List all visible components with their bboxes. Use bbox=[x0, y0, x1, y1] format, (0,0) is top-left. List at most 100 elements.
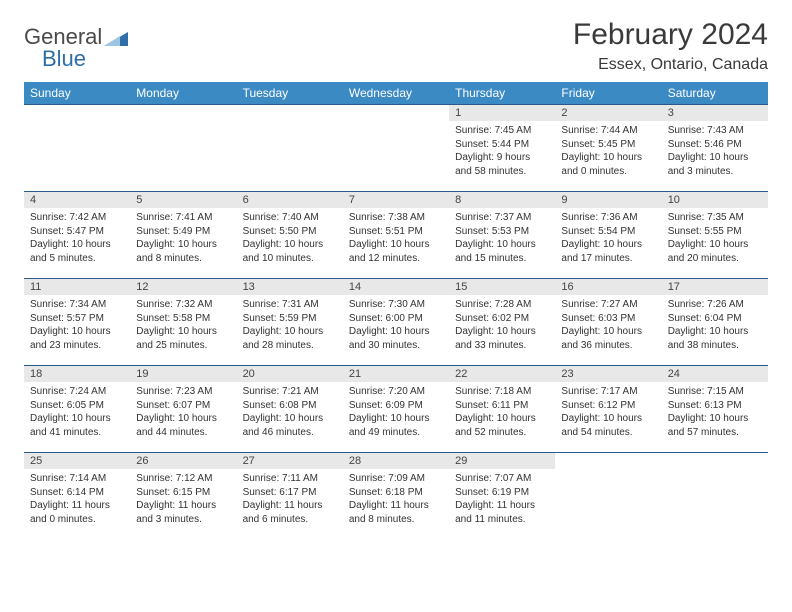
logo-triangle-icon bbox=[104, 28, 128, 46]
daylight-text: Daylight: 11 hours and 6 minutes. bbox=[243, 499, 337, 526]
sunset-text: Sunset: 6:13 PM bbox=[668, 399, 762, 413]
day-cell: 14Sunrise: 7:30 AMSunset: 6:00 PMDayligh… bbox=[343, 279, 449, 365]
sunset-text: Sunset: 5:55 PM bbox=[668, 225, 762, 239]
day-body: Sunrise: 7:17 AMSunset: 6:12 PMDaylight:… bbox=[555, 382, 661, 442]
title-block: February 2024 Essex, Ontario, Canada bbox=[573, 18, 768, 74]
calendar: Sunday Monday Tuesday Wednesday Thursday… bbox=[24, 82, 768, 539]
day-body: Sunrise: 7:11 AMSunset: 6:17 PMDaylight:… bbox=[237, 469, 343, 529]
day-body: Sunrise: 7:27 AMSunset: 6:03 PMDaylight:… bbox=[555, 295, 661, 355]
sunrise-text: Sunrise: 7:11 AM bbox=[243, 472, 337, 486]
sunrise-text: Sunrise: 7:14 AM bbox=[30, 472, 124, 486]
logo-text-blue: Blue bbox=[42, 46, 128, 72]
weekday-monday: Monday bbox=[130, 82, 236, 104]
day-cell bbox=[343, 105, 449, 191]
sunset-text: Sunset: 6:00 PM bbox=[349, 312, 443, 326]
week-row: 11Sunrise: 7:34 AMSunset: 5:57 PMDayligh… bbox=[24, 278, 768, 365]
day-body: Sunrise: 7:21 AMSunset: 6:08 PMDaylight:… bbox=[237, 382, 343, 442]
day-cell: 10 Sunrise: 7:35 AMSunset: 5:55 PMDayligh… bbox=[662, 192, 768, 278]
day-body: Sunrise: 7:42 AMSunset: 5:47 PMDaylight:… bbox=[24, 208, 130, 268]
day-cell: 6Sunrise: 7:40 AMSunset: 5:50 PMDaylight… bbox=[237, 192, 343, 278]
sunrise-text: Sunrise: 7:35 AM bbox=[668, 211, 762, 225]
day-number: 12 bbox=[130, 279, 236, 295]
sunrise-text: Sunrise: 7:41 AM bbox=[136, 211, 230, 225]
day-cell: 5Sunrise: 7:41 AMSunset: 5:49 PMDaylight… bbox=[130, 192, 236, 278]
day-number: 18 bbox=[24, 366, 130, 382]
week-row: 25Sunrise: 7:14 AMSunset: 6:14 PMDayligh… bbox=[24, 452, 768, 539]
day-body: Sunrise: 7:24 AMSunset: 6:05 PMDaylight:… bbox=[24, 382, 130, 442]
day-cell: 4Sunrise: 7:42 AMSunset: 5:47 PMDaylight… bbox=[24, 192, 130, 278]
sunrise-text: Sunrise: 7:18 AM bbox=[455, 385, 549, 399]
day-cell: 20Sunrise: 7:21 AMSunset: 6:08 PMDayligh… bbox=[237, 366, 343, 452]
sunset-text: Sunset: 5:54 PM bbox=[561, 225, 655, 239]
day-number: 14 bbox=[343, 279, 449, 295]
sunrise-text: Sunrise: 7:12 AM bbox=[136, 472, 230, 486]
sunset-text: Sunset: 5:50 PM bbox=[243, 225, 337, 239]
sunset-text: Sunset: 6:07 PM bbox=[136, 399, 230, 413]
day-body: Sunrise: 7:44 AMSunset: 5:45 PMDaylight:… bbox=[555, 121, 661, 181]
daylight-text: Daylight: 10 hours and 5 minutes. bbox=[30, 238, 124, 265]
daylight-text: Daylight: 10 hours and 0 minutes. bbox=[561, 151, 655, 178]
sunset-text: Sunset: 5:46 PM bbox=[668, 138, 762, 152]
day-cell: 15Sunrise: 7:28 AMSunset: 6:02 PMDayligh… bbox=[449, 279, 555, 365]
day-number: 17 bbox=[662, 279, 768, 295]
sunrise-text: Sunrise: 7:21 AM bbox=[243, 385, 337, 399]
sunrise-text: Sunrise: 7:37 AM bbox=[455, 211, 549, 225]
sunset-text: Sunset: 6:04 PM bbox=[668, 312, 762, 326]
day-number: 6 bbox=[237, 192, 343, 208]
day-cell: 18Sunrise: 7:24 AMSunset: 6:05 PMDayligh… bbox=[24, 366, 130, 452]
sunrise-text: Sunrise: 7:23 AM bbox=[136, 385, 230, 399]
day-number: 2 bbox=[555, 105, 661, 121]
sunset-text: Sunset: 6:11 PM bbox=[455, 399, 549, 413]
day-number: 1 bbox=[449, 105, 555, 121]
daylight-text: Daylight: 11 hours and 3 minutes. bbox=[136, 499, 230, 526]
daylight-text: Daylight: 10 hours and 54 minutes. bbox=[561, 412, 655, 439]
sunset-text: Sunset: 5:57 PM bbox=[30, 312, 124, 326]
day-number: 23 bbox=[555, 366, 661, 382]
sunrise-text: Sunrise: 7:31 AM bbox=[243, 298, 337, 312]
day-number: 10 bbox=[662, 192, 768, 208]
sunset-text: Sunset: 5:59 PM bbox=[243, 312, 337, 326]
day-cell bbox=[130, 105, 236, 191]
day-number: 16 bbox=[555, 279, 661, 295]
sunrise-text: Sunrise: 7:28 AM bbox=[455, 298, 549, 312]
sunset-text: Sunset: 5:58 PM bbox=[136, 312, 230, 326]
day-cell: 26Sunrise: 7:12 AMSunset: 6:15 PMDayligh… bbox=[130, 453, 236, 539]
daylight-text: Daylight: 10 hours and 12 minutes. bbox=[349, 238, 443, 265]
weeks-container: 1Sunrise: 7:45 AMSunset: 5:44 PMDaylight… bbox=[24, 104, 768, 539]
day-body: Sunrise: 7:38 AMSunset: 5:51 PMDaylight:… bbox=[343, 208, 449, 268]
sunset-text: Sunset: 6:03 PM bbox=[561, 312, 655, 326]
day-cell: 21Sunrise: 7:20 AMSunset: 6:09 PMDayligh… bbox=[343, 366, 449, 452]
sunset-text: Sunset: 6:05 PM bbox=[30, 399, 124, 413]
day-cell: 27Sunrise: 7:11 AMSunset: 6:17 PMDayligh… bbox=[237, 453, 343, 539]
sunset-text: Sunset: 6:09 PM bbox=[349, 399, 443, 413]
day-body: Sunrise: 7:34 AMSunset: 5:57 PMDaylight:… bbox=[24, 295, 130, 355]
weekday-saturday: Saturday bbox=[662, 82, 768, 104]
day-cell: 29Sunrise: 7:07 AMSunset: 6:19 PMDayligh… bbox=[449, 453, 555, 539]
day-cell: 24Sunrise: 7:15 AMSunset: 6:13 PMDayligh… bbox=[662, 366, 768, 452]
daylight-text: Daylight: 10 hours and 25 minutes. bbox=[136, 325, 230, 352]
daylight-text: Daylight: 10 hours and 20 minutes. bbox=[668, 238, 762, 265]
daylight-text: Daylight: 10 hours and 8 minutes. bbox=[136, 238, 230, 265]
day-body: Sunrise: 7:12 AMSunset: 6:15 PMDaylight:… bbox=[130, 469, 236, 529]
day-cell bbox=[555, 453, 661, 539]
day-cell: 17Sunrise: 7:26 AMSunset: 6:04 PMDayligh… bbox=[662, 279, 768, 365]
header: General Blue February 2024 Essex, Ontari… bbox=[24, 18, 768, 74]
week-row: 4Sunrise: 7:42 AMSunset: 5:47 PMDaylight… bbox=[24, 191, 768, 278]
day-body: Sunrise: 7:30 AMSunset: 6:00 PMDaylight:… bbox=[343, 295, 449, 355]
sunrise-text: Sunrise: 7:30 AM bbox=[349, 298, 443, 312]
sunrise-text: Sunrise: 7:27 AM bbox=[561, 298, 655, 312]
day-cell: 9Sunrise: 7:36 AMSunset: 5:54 PMDaylight… bbox=[555, 192, 661, 278]
day-number: 5 bbox=[130, 192, 236, 208]
sunrise-text: Sunrise: 7:09 AM bbox=[349, 472, 443, 486]
day-cell: 25Sunrise: 7:14 AMSunset: 6:14 PMDayligh… bbox=[24, 453, 130, 539]
day-number: 7 bbox=[343, 192, 449, 208]
sunset-text: Sunset: 6:12 PM bbox=[561, 399, 655, 413]
day-number: 15 bbox=[449, 279, 555, 295]
day-number: 3 bbox=[662, 105, 768, 121]
daylight-text: Daylight: 10 hours and 33 minutes. bbox=[455, 325, 549, 352]
day-cell: 11Sunrise: 7:34 AMSunset: 5:57 PMDayligh… bbox=[24, 279, 130, 365]
sunrise-text: Sunrise: 7:34 AM bbox=[30, 298, 124, 312]
week-row: 18Sunrise: 7:24 AMSunset: 6:05 PMDayligh… bbox=[24, 365, 768, 452]
day-number: 22 bbox=[449, 366, 555, 382]
daylight-text: Daylight: 10 hours and 57 minutes. bbox=[668, 412, 762, 439]
